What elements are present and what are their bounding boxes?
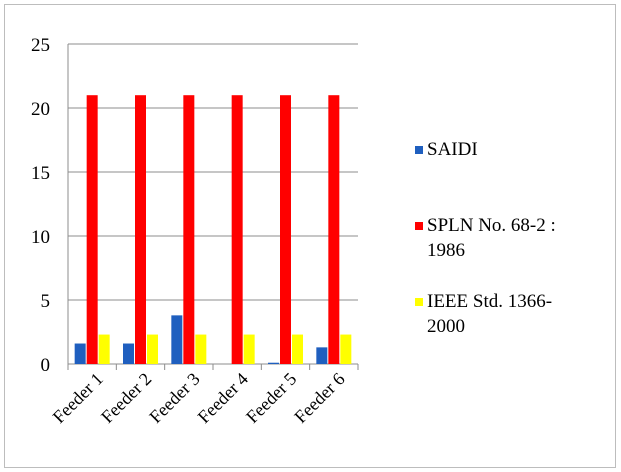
y-tick-label: 0 <box>41 355 51 376</box>
bar-ieee-std-1366-2000-1 <box>98 334 110 364</box>
category-label: Feeder 1 <box>49 369 107 427</box>
y-tick-label: 25 <box>31 35 50 56</box>
category-label: Feeder 3 <box>145 369 203 427</box>
legend-swatch <box>415 298 423 306</box>
bar-spln-no-68-2-1986-2 <box>135 95 146 364</box>
category-label: Feeder 2 <box>97 369 155 427</box>
legend-swatch <box>415 222 423 230</box>
category-label: Feeder 4 <box>194 369 252 427</box>
bar-spln-no-68-2-1986-1 <box>86 95 98 364</box>
legend-label: 2000 <box>427 316 465 337</box>
bar-saidi-5 <box>268 362 279 364</box>
legend-label: SAIDI <box>427 139 478 160</box>
bar-saidi-1 <box>74 343 86 364</box>
category-label: Feeder 6 <box>290 369 348 427</box>
y-tick-label: 15 <box>31 163 50 184</box>
bar-ieee-std-1366-2000-3 <box>195 334 207 364</box>
y-tick-label: 10 <box>31 227 50 248</box>
y-tick-label: 5 <box>41 291 51 312</box>
legend-swatch <box>415 146 423 154</box>
bar-spln-no-68-2-1986-3 <box>183 95 195 364</box>
category-label: Feeder 5 <box>242 369 300 427</box>
bar-saidi-3 <box>171 315 183 364</box>
bar-spln-no-68-2-1986-4 <box>231 95 243 364</box>
bar-ieee-std-1366-2000-4 <box>243 334 255 364</box>
legend-label: 1986 <box>427 240 465 261</box>
legend-label: SPLN No. 68-2 : <box>427 215 556 236</box>
bar-spln-no-68-2-1986-5 <box>280 95 291 364</box>
bar-saidi-2 <box>123 343 134 364</box>
y-tick-label: 20 <box>31 99 50 120</box>
bar-saidi-6 <box>316 347 328 364</box>
legend-label: IEEE Std. 1366- <box>427 291 552 312</box>
bar-ieee-std-1366-2000-5 <box>292 334 303 364</box>
bar-ieee-std-1366-2000-2 <box>147 334 158 364</box>
bar-spln-no-68-2-1986-6 <box>328 95 340 364</box>
bar-ieee-std-1366-2000-6 <box>340 334 352 364</box>
